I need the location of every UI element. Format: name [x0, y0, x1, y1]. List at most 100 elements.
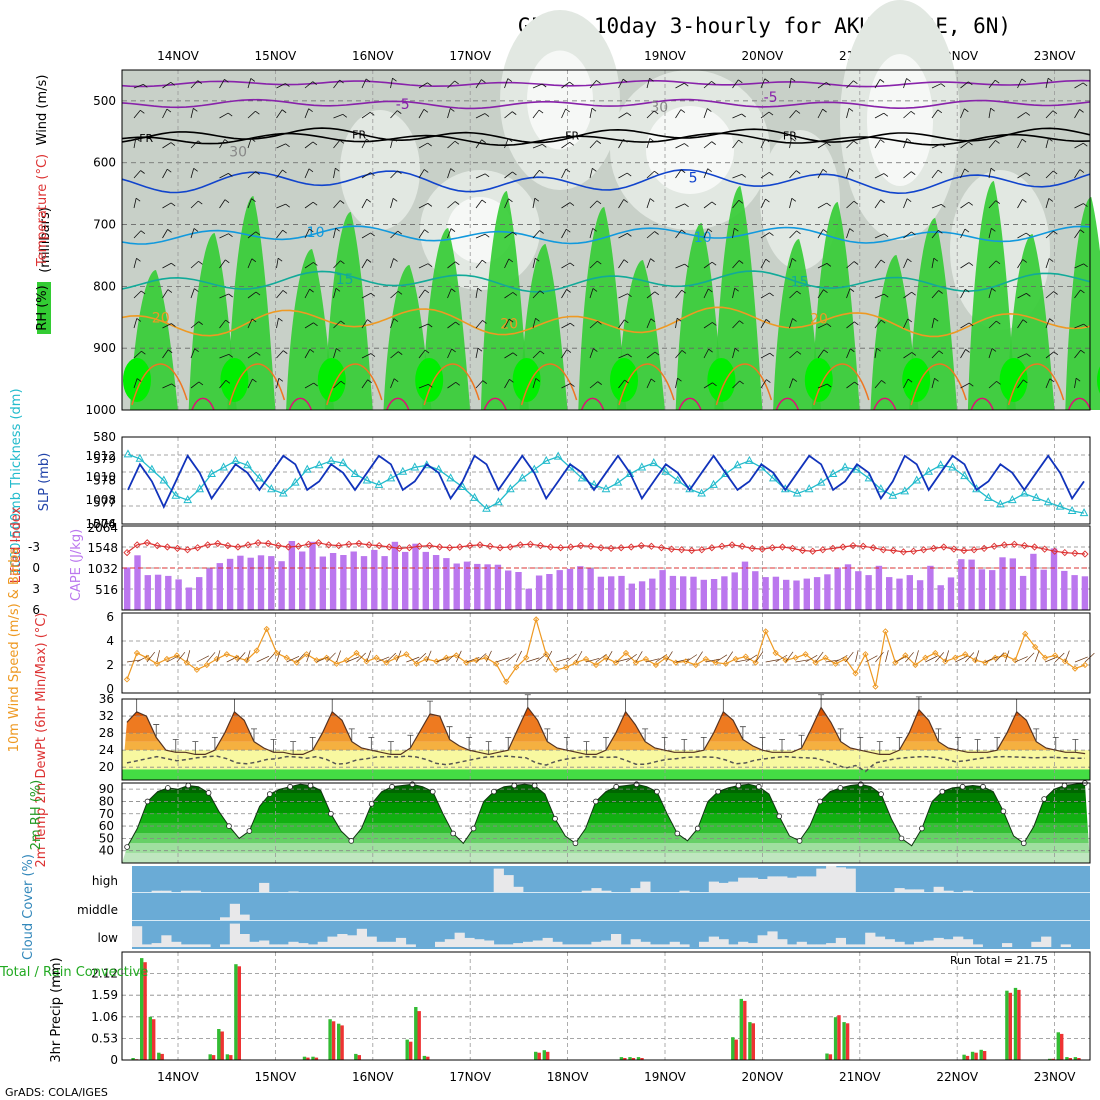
ylabel-thickness: 1000-500mb Thickness (dm)	[9, 388, 24, 575]
li-point	[294, 542, 303, 550]
date-label-bottom: 15NOV	[255, 1070, 297, 1084]
precip-conv-bar	[640, 1058, 644, 1060]
wind-barb	[304, 81, 317, 89]
wind-barb	[675, 169, 686, 179]
thickness-point	[255, 473, 264, 482]
wind-barb	[390, 378, 399, 389]
precip-conv-bar	[546, 1051, 550, 1060]
wind-barb	[675, 350, 687, 359]
li-point	[133, 541, 141, 549]
wind-barb	[561, 383, 575, 389]
li-point	[153, 541, 161, 550]
rh-moist-plume	[578, 207, 627, 410]
wind-barb	[931, 83, 946, 89]
wind10m-barb	[286, 656, 300, 663]
wind10m-barb	[974, 650, 980, 663]
thickness-point	[577, 473, 587, 482]
cloud-bar-low	[562, 944, 573, 947]
temp-maxmin-whisker	[759, 736, 766, 751]
precip-total-bar	[739, 998, 743, 1060]
wind-speed-point	[562, 664, 570, 671]
wind-barb	[846, 321, 859, 329]
rh-saturated-core	[317, 358, 346, 402]
precip-conv-bar	[152, 1019, 156, 1060]
isotherm-label: 10	[694, 230, 712, 246]
rh-point	[552, 815, 558, 822]
isotherm-label: 30	[650, 100, 668, 116]
wind-barb	[304, 322, 318, 329]
wind10m-barb	[725, 651, 734, 663]
li-point	[365, 541, 373, 549]
isotherm-25	[1007, 363, 1065, 406]
rh-fill-band	[122, 832, 1090, 843]
cape-bar	[360, 556, 368, 610]
wind-barb	[846, 200, 859, 209]
wind10m-barb	[685, 654, 698, 663]
precip-tick-label: 2.12	[91, 967, 118, 981]
wind-barb	[247, 198, 256, 209]
wind10m-barb	[136, 655, 149, 663]
cloud-bar-low	[659, 944, 671, 947]
wind-barb	[1074, 289, 1085, 299]
li-point	[183, 546, 192, 554]
cape-bar	[597, 576, 605, 610]
precip-total-bar	[1065, 1057, 1069, 1060]
temp-maxmin-whisker	[818, 694, 825, 708]
isotherm-label: 15	[336, 272, 354, 288]
cape-bar	[824, 574, 831, 610]
wind-speed-point	[702, 655, 709, 663]
cloud-bar-low	[757, 935, 768, 947]
li-point	[193, 544, 202, 552]
cape-bar	[329, 553, 337, 610]
wind-barb	[190, 228, 199, 239]
thickness-point	[183, 495, 193, 504]
cloud-bar-low	[904, 944, 915, 947]
cloud-bar-low	[435, 941, 446, 947]
wind10m-barb	[216, 650, 221, 663]
cloud-bar-high	[601, 890, 612, 892]
precip-total-bar	[405, 1039, 409, 1060]
precip-total-bar	[414, 1007, 418, 1060]
cape-bar	[937, 585, 944, 610]
thickness-point	[338, 458, 348, 467]
cape-bar	[628, 583, 635, 610]
thickness-point	[171, 490, 181, 499]
wind-barb	[475, 259, 487, 269]
wind-speed-point	[193, 666, 200, 673]
precip-total-bar	[748, 1022, 752, 1060]
isotherm-25	[228, 363, 286, 406]
wind-barb	[390, 351, 403, 359]
bottom-date-labels: 14NOV 15NOV 16NOV 17NOV 18NOV 19NOV 20NOV 21NOV…	[157, 1070, 1076, 1084]
wind-barb	[760, 232, 774, 239]
cape-bar	[432, 555, 440, 610]
li-point	[536, 541, 545, 550]
rh-point	[1041, 796, 1047, 802]
wind-speed-point	[363, 658, 370, 665]
wind10m-barb	[326, 652, 336, 663]
wind-barb	[817, 289, 828, 299]
wind-barb	[960, 141, 973, 149]
wind-speed-point	[263, 625, 270, 633]
cloud-bar-low	[581, 944, 592, 947]
wind-barb	[789, 378, 798, 389]
li-point	[355, 539, 363, 548]
li-point	[1000, 541, 1008, 549]
pressure-tick-label: 1000	[85, 403, 116, 417]
slp-tick-label: 1012	[85, 449, 116, 463]
cloud-bar-high	[806, 876, 817, 892]
rh-saturated-core	[415, 358, 444, 402]
cloud-bar-low	[894, 941, 905, 947]
wind-barb	[675, 109, 686, 119]
cloud-bar-high	[190, 890, 201, 892]
li-point	[264, 539, 272, 548]
wind-barb	[1017, 319, 1028, 329]
wind-barb	[675, 377, 682, 389]
date-label-top: 17NOV	[449, 49, 491, 63]
cloud-bar-middle	[229, 903, 240, 920]
wind-barb	[361, 292, 376, 299]
wind10m-barb	[126, 659, 141, 663]
wind-barb	[789, 110, 801, 119]
slp-tick-label: 1008	[85, 493, 116, 507]
wind-speed-point	[513, 664, 520, 671]
li-point	[859, 542, 867, 550]
